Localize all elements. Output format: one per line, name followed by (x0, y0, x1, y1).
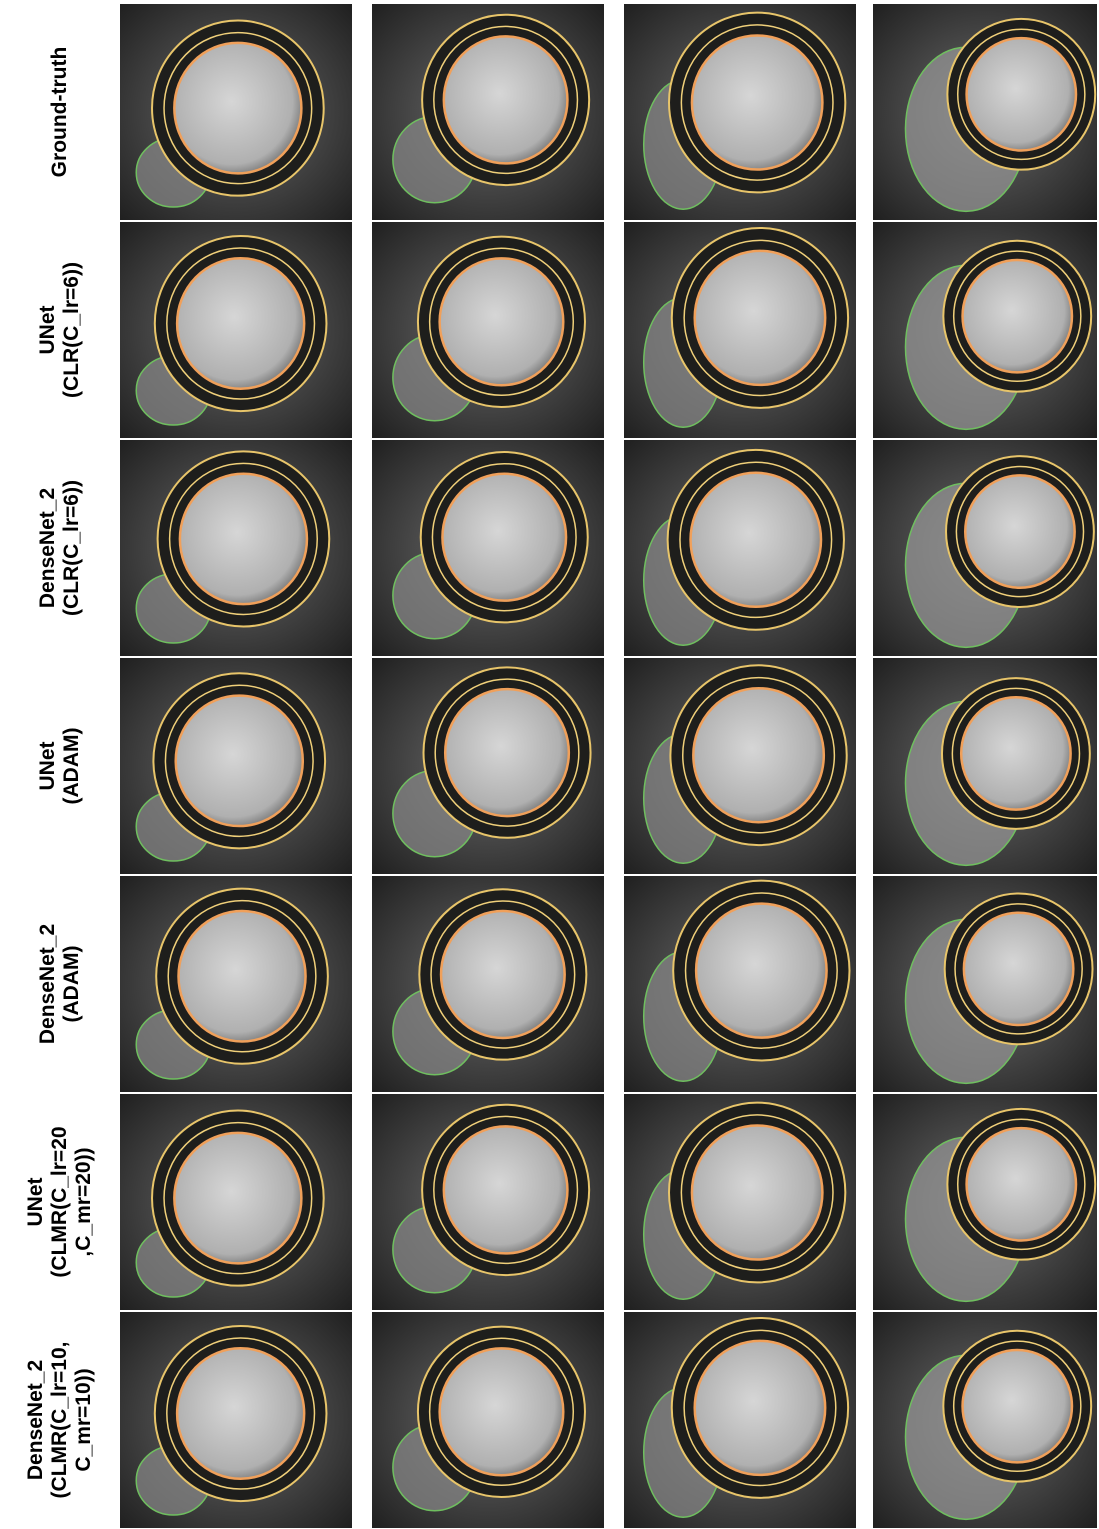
image-tile (372, 1094, 604, 1310)
blood-pool (442, 474, 566, 601)
blood-pool (965, 475, 1074, 587)
blood-pool (174, 1133, 301, 1263)
image-tile (873, 1094, 1097, 1310)
label-line: DenseNet_2 (36, 488, 59, 608)
label-line: DenseNet_2 (24, 1360, 47, 1480)
image-tile (372, 876, 604, 1092)
label-line: UNet (24, 1177, 47, 1226)
image-tile (873, 222, 1097, 438)
image-tile (624, 4, 856, 220)
label-line: DenseNet_2 (36, 924, 59, 1044)
row: UNet(ADAM) (36, 658, 1097, 874)
blood-pool (444, 1126, 568, 1253)
image-tile (372, 440, 604, 656)
blood-pool (440, 1348, 564, 1475)
image-tile (624, 440, 856, 656)
image-tile (624, 876, 856, 1092)
blood-pool (176, 696, 303, 826)
image-tile (873, 440, 1097, 656)
blood-pool (179, 911, 306, 1041)
image-tile (873, 658, 1097, 874)
image-tile (120, 1312, 352, 1528)
row-label: DenseNet_2(CLMR(C_lr=10,C_mr=10)) (24, 1342, 95, 1499)
image-tile (120, 440, 352, 656)
image-tile (873, 876, 1097, 1092)
blood-pool (696, 904, 826, 1038)
blood-pool (692, 1125, 822, 1259)
image-tile (873, 4, 1097, 220)
row: DenseNet_2(CLMR(C_lr=10,C_mr=10)) (24, 1312, 1097, 1528)
blood-pool (963, 260, 1072, 372)
row: UNet(CLMR(C_lr=20,C_mr=20)) (24, 1094, 1097, 1310)
image-tile (624, 658, 856, 874)
blood-pool (695, 251, 825, 385)
blood-pool (967, 38, 1076, 150)
row-label: Ground-truth (48, 47, 71, 178)
image-tile (120, 4, 352, 220)
blood-pool (444, 36, 568, 163)
blood-pool (177, 1348, 304, 1478)
label-line: (CLR(C_lr=6)) (60, 480, 83, 616)
row-label: UNet(ADAM) (36, 728, 83, 805)
blood-pool (964, 913, 1073, 1025)
label-line: Ground-truth (48, 47, 71, 178)
image-tile (120, 222, 352, 438)
image-tile (624, 1094, 856, 1310)
label-line: UNet (36, 305, 59, 354)
blood-pool (695, 1341, 825, 1475)
row: DenseNet_2(CLR(C_lr=6)) (36, 440, 1097, 656)
blood-pool (963, 1350, 1072, 1462)
blood-pool (180, 474, 307, 604)
row-label: UNet(CLMR(C_lr=20,C_mr=20)) (24, 1126, 95, 1277)
label-line: (ADAM) (60, 728, 83, 805)
row-label: DenseNet_2(CLR(C_lr=6)) (36, 480, 83, 616)
row: Ground-truth (48, 4, 1097, 220)
label-line: C_mr=10)) (72, 1368, 95, 1471)
row: UNet(CLR(C_lr=6)) (36, 222, 1097, 438)
blood-pool (693, 688, 823, 822)
blood-pool (174, 43, 301, 173)
image-tile (120, 1094, 352, 1310)
row-label: UNet(CLR(C_lr=6)) (36, 262, 83, 398)
blood-pool (692, 35, 822, 169)
blood-pool (177, 258, 304, 388)
blood-pool (445, 689, 569, 816)
image-tile (372, 1312, 604, 1528)
blood-pool (967, 1128, 1076, 1240)
figure: Ground-truthUNet(CLR(C_lr=6))DenseNet_2(… (0, 0, 1099, 1529)
label-line: UNet (36, 741, 59, 790)
image-tile (372, 658, 604, 874)
blood-pool (691, 473, 821, 607)
label-line: (CLR(C_lr=6)) (60, 262, 83, 398)
image-tile (372, 222, 604, 438)
label-line: (ADAM) (60, 946, 83, 1023)
row-label: DenseNet_2(ADAM) (36, 924, 83, 1044)
image-tile (120, 658, 352, 874)
label-line: (CLMR(C_lr=10, (48, 1342, 71, 1499)
image-tile (624, 1312, 856, 1528)
blood-pool (440, 258, 564, 385)
image-tile (873, 1312, 1097, 1528)
label-line: (CLMR(C_lr=20 (48, 1126, 71, 1277)
row: DenseNet_2(ADAM) (36, 876, 1097, 1092)
image-tile (120, 876, 352, 1092)
image-tile (372, 4, 604, 220)
blood-pool (441, 911, 565, 1038)
blood-pool (961, 697, 1070, 809)
image-tile (624, 222, 856, 438)
label-line: ,C_mr=20)) (72, 1147, 95, 1256)
